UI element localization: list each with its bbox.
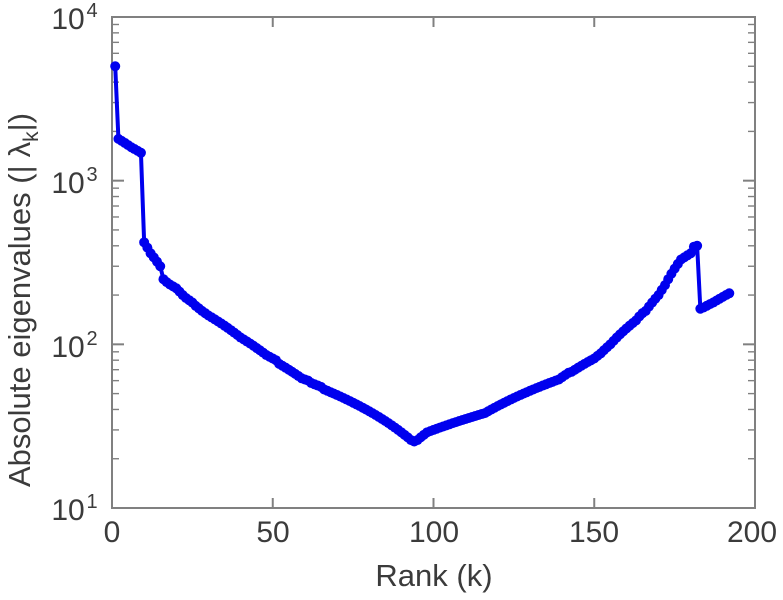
y-axis-title-group: Absolute eigenvalues (| λk|) bbox=[2, 113, 43, 487]
data-point-marker bbox=[155, 261, 166, 272]
x-tick-label-150: 150 bbox=[569, 516, 619, 549]
y-axis-title-lambda-sub: k bbox=[20, 131, 43, 142]
x-axis-ticks bbox=[111, 17, 756, 508]
y-tick-label-100-exp: 2 bbox=[86, 328, 97, 350]
y-tick-labels: 10 4 10 3 10 2 10 1 bbox=[51, 0, 97, 527]
y-tick-label-10000-base: 10 bbox=[51, 3, 84, 36]
data-point-marker bbox=[692, 240, 703, 251]
y-tick-label-10000-exp: 4 bbox=[86, 0, 97, 22]
eigenvalue-curve bbox=[113, 64, 732, 444]
eigenvalue-markers bbox=[110, 61, 735, 447]
y-axis-title-main: Absolute eigenvalues (| bbox=[2, 165, 37, 487]
x-tick-label-0: 0 bbox=[104, 516, 121, 549]
data-point-marker bbox=[110, 61, 121, 72]
y-tick-label-1000-exp: 3 bbox=[86, 164, 97, 186]
data-point-marker bbox=[135, 147, 146, 158]
y-tick-label-10-base: 10 bbox=[51, 494, 84, 527]
y-tick-label-10-exp: 1 bbox=[86, 491, 97, 513]
x-axis-title: Rank (k) bbox=[375, 558, 492, 593]
data-point-marker bbox=[724, 288, 735, 299]
x-tick-label-100: 100 bbox=[409, 516, 459, 549]
svg-text:Absolute eigenvalues (|λk|): Absolute eigenvalues (| λk|) bbox=[2, 113, 43, 487]
y-axis-ticks bbox=[112, 16, 755, 509]
x-tick-labels: 0 50 100 150 200 bbox=[104, 516, 777, 549]
data-series-group bbox=[110, 61, 735, 447]
y-tick-label-1000-base: 10 bbox=[51, 167, 84, 200]
x-tick-label-200: 200 bbox=[727, 516, 777, 549]
y-axis-title-lambda: λ bbox=[2, 141, 37, 157]
x-tick-label-50: 50 bbox=[256, 516, 289, 549]
y-axis-title-close: |) bbox=[2, 113, 37, 131]
y-tick-label-100-base: 10 bbox=[51, 331, 84, 364]
